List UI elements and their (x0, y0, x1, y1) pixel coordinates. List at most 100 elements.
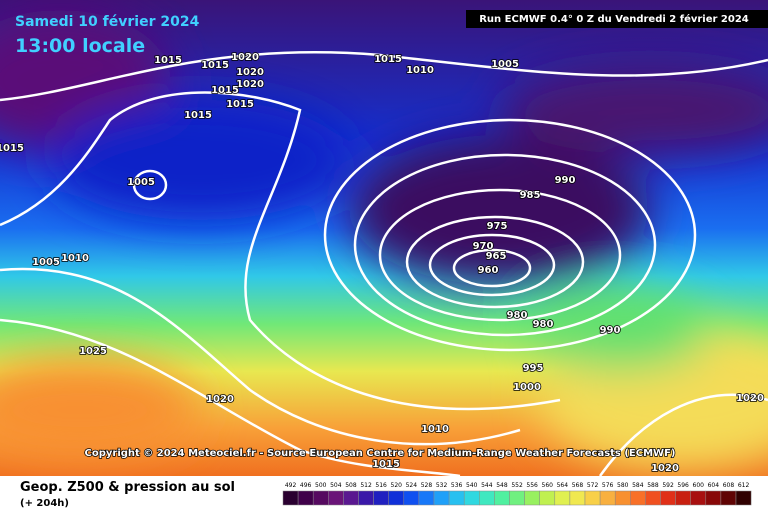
scale-swatch (524, 490, 540, 506)
scale-swatch (494, 490, 510, 506)
copyright: Copyright © 2024 Meteociel.fr - Source E… (85, 448, 676, 459)
scale-label: 500 (315, 482, 327, 489)
scale-swatch (403, 490, 420, 506)
lead-time: (+ 204h) (20, 498, 69, 509)
scale-swatch (539, 490, 556, 506)
scale-swatch (312, 490, 329, 506)
scale-label: 600 (693, 482, 705, 489)
isobar-label: 1015 (211, 85, 239, 96)
valid-date: Samedi 10 février 2024 (15, 14, 200, 30)
scale-label: 604 (708, 482, 720, 489)
scale-swatch (630, 490, 646, 506)
scale-swatch (418, 490, 435, 506)
scale-swatch (358, 490, 374, 506)
scale-swatch (690, 490, 707, 506)
scale-swatch (569, 490, 586, 506)
isobar-label: 1020 (236, 67, 264, 78)
scale-swatch (645, 490, 661, 506)
scale-label: 588 (647, 482, 659, 489)
isobar-label: 990 (555, 175, 576, 186)
scale-label: 532 (436, 482, 448, 489)
scale-swatch (660, 490, 676, 506)
isobar-label: 1005 (491, 59, 519, 70)
scale-swatch (705, 490, 722, 506)
scale-label: 572 (587, 482, 599, 489)
scale-label: 556 (526, 482, 538, 489)
run-info: Run ECMWF 0.4° 0 Z du Vendredi 2 février… (479, 13, 749, 25)
scale-label: 504 (330, 482, 342, 489)
scale-label: 540 (466, 482, 478, 489)
isobar-label: 975 (487, 221, 508, 232)
scale-label: 592 (662, 482, 674, 489)
isobar-label: 1020 (206, 394, 234, 405)
scale-label: 512 (360, 482, 372, 489)
scale-swatch (584, 490, 601, 506)
scale-swatch (599, 490, 616, 506)
isobar-label: 985 (520, 190, 541, 201)
scale-swatch (554, 490, 571, 506)
isobar-label: 1015 (184, 110, 212, 121)
scale-label: 516 (375, 482, 387, 489)
scale-swatch (282, 490, 299, 506)
isobar-label: 1015 (154, 55, 182, 66)
isobar-label: 1020 (231, 52, 259, 63)
isobar-label: 1025 (79, 346, 107, 357)
valid-time: 13:00 locale (15, 35, 145, 57)
isobar-label: 995 (523, 363, 544, 374)
scale-label: 548 (496, 482, 508, 489)
scale-swatch (675, 490, 691, 506)
scale-label: 596 (677, 482, 689, 489)
scale-label: 608 (723, 482, 735, 489)
weather-map: 1015101510201020102010151015101510151015… (0, 0, 768, 476)
scale-label: 544 (481, 482, 493, 489)
scale-label: 612 (738, 482, 750, 489)
scale-swatch (328, 490, 344, 506)
isobar-label: 1000 (513, 382, 541, 393)
isobar-label: 1010 (421, 424, 449, 435)
isobar-label: 1010 (61, 253, 89, 264)
scale-swatch (509, 490, 525, 506)
scale-label: 492 (285, 482, 297, 489)
isobar-label: 1020 (736, 393, 764, 404)
scale-swatch (614, 490, 631, 506)
scale-label: 584 (632, 482, 644, 489)
scale-swatch (373, 490, 389, 506)
isobar-label: 980 (533, 319, 554, 330)
footer-title: Geop. Z500 & pression au sol (20, 480, 235, 495)
isobar-label: 1020 (236, 79, 264, 90)
isobar-label: 970 (473, 241, 494, 252)
scale-label: 508 (345, 482, 357, 489)
isobar-label: 980 (507, 310, 528, 321)
scale-label: 536 (451, 482, 463, 489)
scale-swatch (388, 490, 405, 506)
isobar-label: 1015 (201, 60, 229, 71)
isobar-label: 1015 (374, 54, 402, 65)
isobar-label: 990 (600, 325, 621, 336)
scale-label: 564 (557, 482, 569, 489)
scale-label: 524 (406, 482, 418, 489)
scale-swatch (463, 490, 480, 506)
scale-label: 568 (572, 482, 584, 489)
isobar-label: 1005 (127, 177, 155, 188)
footer: Geop. Z500 & pression au sol (+ 204h) 49… (20, 480, 752, 509)
scale-swatch (297, 490, 314, 506)
isobar-label: 960 (478, 265, 499, 276)
scale-swatch (735, 490, 752, 506)
scale-label: 528 (421, 482, 433, 489)
scale-swatch (343, 490, 359, 506)
scale-label: 520 (391, 482, 403, 489)
scale-swatch (479, 490, 495, 506)
isobar-label: 1015 (0, 143, 24, 154)
run-box (466, 10, 768, 28)
isobar-label: 1005 (32, 257, 60, 268)
isobar-label: 1010 (406, 65, 434, 76)
isobar-label: 965 (486, 251, 507, 262)
field (0, 10, 768, 470)
scale-label: 580 (617, 482, 629, 489)
scale-swatch (433, 490, 450, 506)
isobar-label: 1015 (226, 99, 254, 110)
scale-swatch (448, 490, 465, 506)
isobars (0, 51, 768, 476)
scale-swatch (720, 490, 737, 506)
